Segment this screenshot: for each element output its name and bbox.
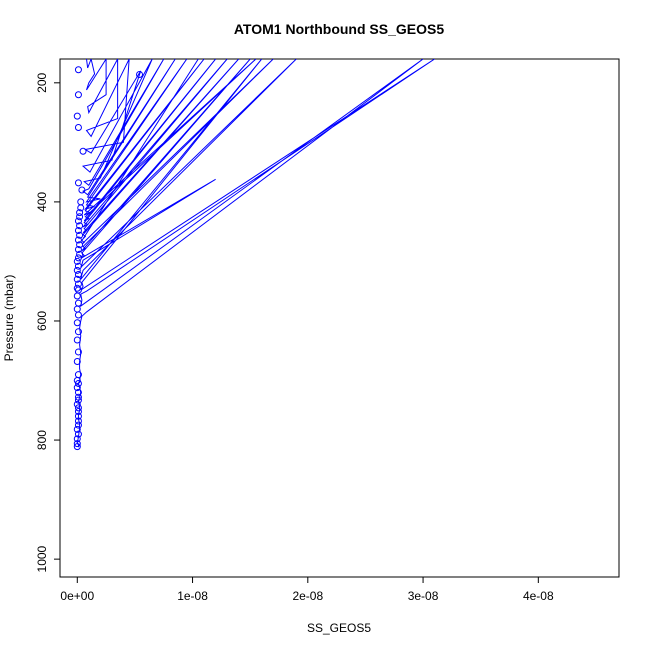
data-point: [74, 271, 82, 279]
data-point: [74, 246, 82, 254]
data-point: [74, 371, 82, 379]
data-point: [74, 217, 82, 225]
data-point: [74, 421, 82, 429]
data-point: [73, 443, 81, 451]
data-point: [73, 319, 81, 327]
data-point: [136, 70, 144, 78]
data-point: [74, 254, 82, 262]
data-point: [74, 66, 82, 74]
plot-area: [73, 59, 435, 451]
data-point: [73, 112, 81, 120]
x-tick-label: 3e-08: [408, 589, 439, 603]
data-point: [73, 384, 81, 392]
data-point: [78, 186, 86, 194]
y-tick-label: 400: [35, 192, 49, 212]
x-axis-label: SS_GEOS5: [307, 621, 371, 635]
data-point: [74, 348, 82, 356]
data-point: [73, 275, 81, 283]
data-point: [74, 393, 82, 401]
data-point: [73, 400, 81, 408]
data-point: [74, 412, 82, 420]
x-tick-label: 2e-08: [292, 589, 323, 603]
data-point: [79, 147, 87, 155]
data-point: [74, 388, 82, 396]
data-point: [74, 379, 82, 387]
data-point: [74, 280, 82, 288]
data-point: [73, 257, 81, 265]
y-tick-label: 800: [35, 430, 49, 450]
data-point: [74, 123, 82, 131]
data-point: [74, 404, 82, 412]
data-point: [77, 198, 85, 206]
data-point: [74, 299, 82, 307]
data-point: [74, 417, 82, 425]
x-axis: 0e+00 1e-08 2e-08 3e-08 4e-08: [60, 576, 554, 603]
data-point: [73, 435, 81, 443]
data-point: [74, 226, 82, 234]
series-line: [76, 59, 435, 448]
y-tick-label: 600: [35, 311, 49, 331]
data-point: [73, 305, 81, 313]
data-point: [76, 222, 84, 230]
data-point: [73, 284, 81, 292]
x-tick-label: 0e+00: [60, 589, 94, 603]
y-tick-label: 1000: [35, 545, 49, 572]
data-point: [74, 91, 82, 99]
data-point: [74, 407, 82, 415]
data-point: [76, 250, 84, 258]
y-tick-label: 200: [35, 72, 49, 92]
data-point: [74, 262, 82, 270]
x-tick-label: 1e-08: [177, 589, 208, 603]
data-point: [76, 209, 84, 217]
y-axis-label: Pressure (mbar): [2, 275, 16, 362]
data-point: [76, 213, 84, 221]
data-point: [74, 328, 82, 336]
data-point: [73, 425, 81, 433]
data-point: [73, 292, 81, 300]
data-point: [73, 357, 81, 365]
data-point: [74, 179, 82, 187]
data-point: [73, 440, 81, 448]
chart-title: ATOM1 Northbound SS_GEOS5: [234, 21, 444, 37]
data-point: [74, 236, 82, 244]
data-point: [76, 231, 84, 239]
data-point: [76, 241, 84, 249]
data-point: [74, 430, 82, 438]
data-point: [73, 336, 81, 344]
data-point: [74, 396, 82, 404]
data-point: [74, 311, 82, 319]
data-point: [73, 266, 81, 274]
y-axis: 200 400 600 800 1000: [35, 72, 61, 572]
x-tick-label: 4e-08: [523, 589, 554, 603]
